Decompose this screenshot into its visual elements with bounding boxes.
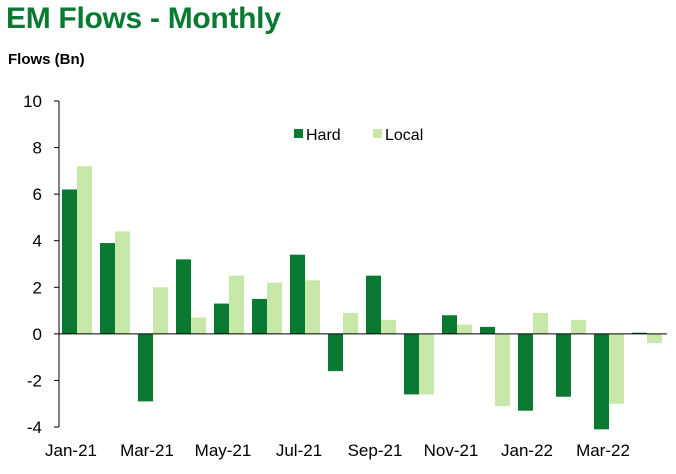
x-tick-label: Mar-22	[576, 441, 630, 460]
bar-local	[457, 324, 472, 334]
bar-local	[419, 333, 434, 395]
bar-local	[495, 333, 510, 407]
x-tick-label: Sep-21	[348, 441, 403, 460]
bar-local	[305, 280, 320, 334]
x-tick-label: Mar-21	[120, 441, 174, 460]
bar-hard	[138, 333, 153, 402]
legend-swatch-hard	[294, 129, 303, 138]
bar-hard	[290, 254, 305, 334]
bar-hard	[518, 333, 533, 411]
y-tick-label: 4	[33, 232, 42, 251]
y-tick-label: -2	[27, 371, 42, 390]
y-tick-label: 2	[33, 278, 42, 297]
bar-local	[229, 275, 244, 334]
bar-hard	[594, 333, 609, 430]
x-tick-label: Jul-21	[276, 441, 322, 460]
x-tick-label: Jan-21	[45, 441, 97, 460]
bar-hard	[442, 315, 457, 334]
bar-hard	[632, 332, 647, 334]
bar-hard	[328, 333, 343, 372]
bar-local	[647, 333, 662, 344]
y-tick-label: 10	[23, 92, 42, 111]
legend-swatch-local	[373, 129, 382, 138]
bar-local	[115, 231, 130, 334]
y-tick-label: -4	[27, 418, 42, 437]
bar-hard	[62, 189, 77, 334]
bar-hard	[176, 259, 191, 334]
bar-hard	[404, 333, 419, 395]
bar-local	[77, 166, 92, 334]
bar-local	[267, 282, 282, 334]
bar-local	[343, 312, 358, 334]
bar-local	[191, 317, 206, 334]
legend-label-hard: Hard	[306, 127, 341, 144]
bar-local	[381, 319, 396, 334]
bar-hard	[252, 298, 267, 334]
bar-hard	[480, 326, 495, 334]
bar-local	[609, 333, 624, 404]
x-tick-label: May-21	[195, 441, 252, 460]
x-tick-label: Jan-22	[501, 441, 553, 460]
y-tick-label: 0	[33, 325, 42, 344]
bar-local	[533, 312, 548, 334]
bar-local	[571, 319, 586, 334]
y-tick-label: 8	[33, 139, 42, 158]
bar-local	[153, 287, 168, 334]
bar-hard	[214, 303, 229, 334]
x-tick-label: Nov-21	[424, 441, 479, 460]
bar-hard	[556, 333, 571, 397]
y-axis-units-label: Flows (Bn)	[8, 51, 85, 68]
bar-hard	[100, 243, 115, 334]
y-tick-label: 6	[33, 185, 42, 204]
legend-label-local: Local	[385, 127, 423, 144]
bar-hard	[366, 275, 381, 334]
chart-title: EM Flows - Monthly	[6, 2, 281, 35]
